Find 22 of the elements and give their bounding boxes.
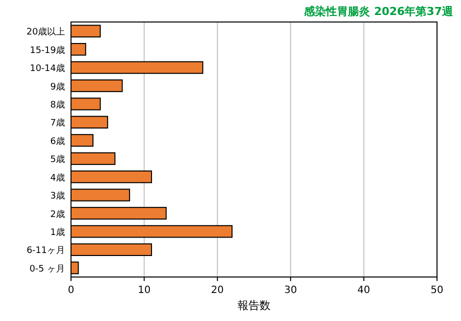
- y-tick-label: 0-5 ヶ月: [29, 264, 65, 274]
- y-tick-label: 6-11ヶ月: [26, 246, 65, 256]
- y-tick-label: 10-14歳: [30, 63, 65, 74]
- y-tick-label: 9歳: [50, 81, 65, 92]
- y-tick-label: 15-19歳: [30, 44, 65, 56]
- y-tick-label: 20歳以上: [26, 26, 65, 38]
- x-tick-label: 50: [430, 285, 444, 296]
- y-tick-label: 6歳: [50, 136, 65, 147]
- y-tick-label: 2歳: [50, 208, 65, 220]
- y-tick-label: 7歳: [50, 118, 65, 129]
- y-tick-label: 1歳: [50, 226, 65, 238]
- y-tick-label: 4歳: [50, 172, 65, 184]
- y-tick-label: 8歳: [50, 99, 65, 110]
- x-axis-title: 報告数: [238, 299, 270, 312]
- x-tick-label: 10: [138, 285, 151, 296]
- y-tick-label: 3歳: [50, 190, 65, 202]
- x-tick-label: 30: [284, 285, 297, 296]
- x-tick-label: 40: [357, 285, 370, 296]
- y-tick-label: 5歳: [50, 154, 65, 166]
- x-tick-label: 20: [211, 285, 224, 296]
- x-tick-label: 0: [68, 285, 74, 296]
- chart-title: 感染性胃腸炎 2026年第37週: [303, 5, 454, 18]
